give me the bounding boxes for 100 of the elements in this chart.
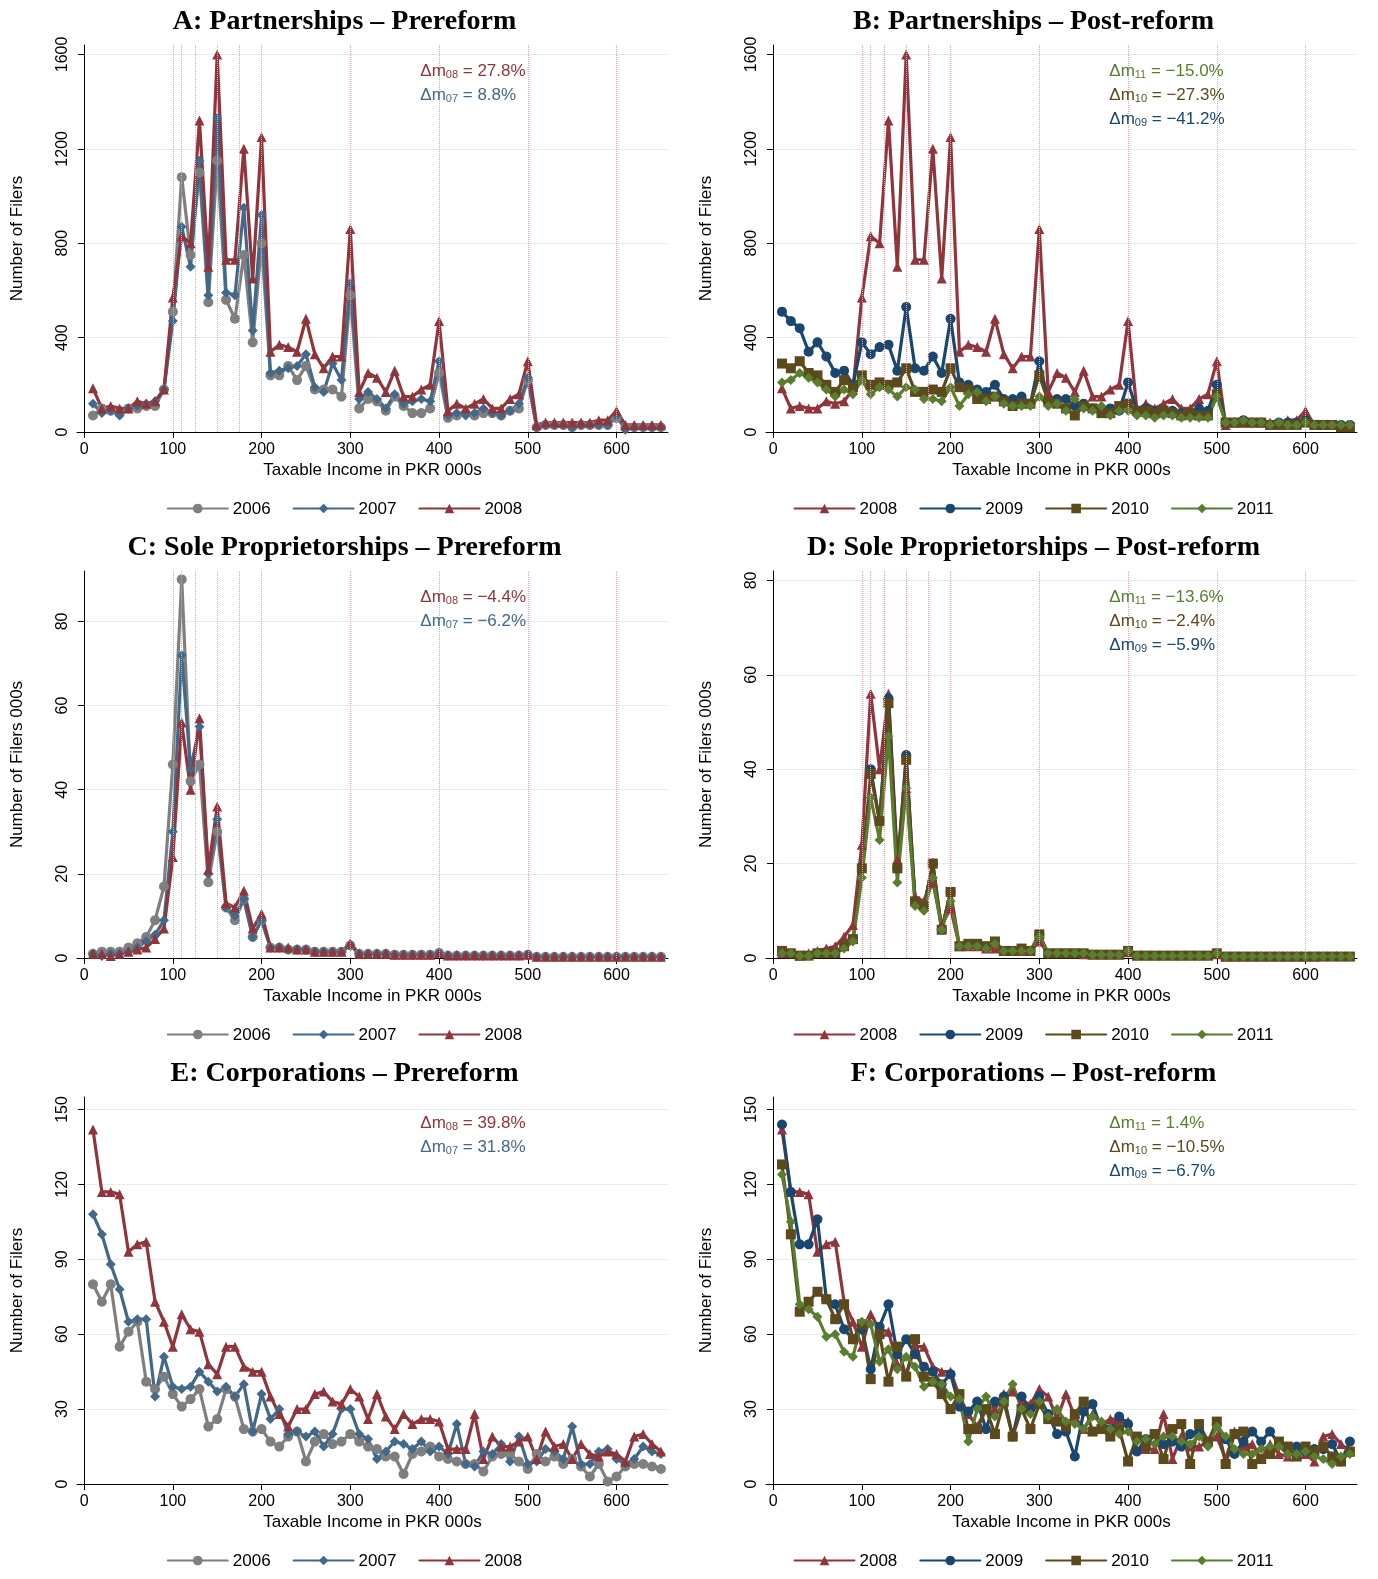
point	[945, 313, 956, 324]
y-tick-label: 1200	[52, 130, 70, 167]
x-tick-label: 400	[1114, 965, 1142, 983]
point	[936, 1366, 947, 1377]
point	[865, 349, 876, 360]
x-tick-label: 400	[425, 1491, 453, 1509]
y-tick-label: 60	[52, 1325, 70, 1344]
legend-label: 2008	[484, 1025, 523, 1044]
point	[856, 337, 867, 348]
chart-title: D: Sole Proprietorships – Post-reform	[806, 529, 1261, 561]
point	[1043, 1391, 1054, 1402]
point	[892, 365, 903, 376]
point	[1052, 368, 1063, 379]
y-tick-label: 60	[741, 1325, 759, 1344]
x-tick-label: 100	[159, 965, 187, 983]
point	[821, 351, 832, 362]
annotation: Δm09 = −5.9%	[1109, 635, 1216, 654]
x-axis-title: Taxable Income in PKR 000s	[263, 986, 482, 1005]
x-tick-label: 0	[768, 1491, 778, 1509]
x-tick-label: 300	[336, 1491, 364, 1509]
point	[945, 132, 956, 143]
y-tick-label: 150	[741, 1096, 759, 1123]
legend-label: 2007	[358, 1551, 397, 1570]
point	[918, 365, 929, 376]
y-axis-title: Number of Filers	[7, 175, 26, 302]
point	[927, 351, 938, 362]
y-tick-label: 1200	[741, 130, 759, 167]
y-tick-label: 30	[741, 1400, 759, 1418]
x-tick-label: 500	[514, 965, 542, 983]
annotation: Δm08 = 27.8%	[420, 61, 526, 80]
chart-title: E: Corporations – Prereform	[170, 1055, 519, 1087]
point	[839, 396, 850, 407]
y-tick-label: 0	[741, 1479, 759, 1489]
y-tick-label: 60	[52, 696, 70, 715]
point	[998, 349, 1009, 360]
y-tick-label: 80	[52, 612, 70, 631]
point	[910, 363, 921, 374]
point	[874, 238, 885, 249]
point	[776, 306, 787, 317]
x-tick-label: 200	[937, 439, 965, 457]
point	[1096, 391, 1107, 402]
x-tick-label: 0	[79, 965, 89, 983]
legend-label: 2009	[985, 499, 1024, 518]
x-tick-label: 0	[79, 439, 89, 457]
y-tick-label: 80	[741, 571, 759, 590]
point	[883, 339, 894, 350]
y-tick-label: 30	[52, 1400, 70, 1418]
legend-label: 2011	[1236, 499, 1274, 518]
legend-label: 2010	[1111, 1551, 1149, 1570]
point	[1060, 372, 1071, 383]
x-tick-label: 500	[1203, 965, 1231, 983]
point	[821, 396, 832, 407]
legend-label: 2006	[232, 1025, 271, 1044]
y-tick-label: 0	[741, 953, 759, 963]
y-tick-label: 60	[741, 665, 759, 684]
point	[1194, 1441, 1205, 1452]
point	[989, 313, 1000, 324]
point	[785, 316, 796, 327]
y-axis-title: Number of Filers	[696, 175, 715, 302]
y-axis-title: Number of Filers 000s	[7, 680, 26, 849]
y-tick-label: 1600	[741, 36, 759, 73]
x-tick-label: 500	[1203, 1491, 1231, 1509]
x-tick-label: 600	[1292, 965, 1319, 983]
x-tick-label: 300	[1025, 1491, 1053, 1509]
point	[812, 403, 823, 414]
x-tick-label: 300	[1025, 439, 1053, 457]
point	[963, 339, 974, 350]
x-tick-label: 300	[336, 965, 364, 983]
x-tick-label: 400	[425, 439, 453, 457]
point	[1007, 363, 1018, 374]
annotation: Δm07 = −6.2%	[420, 611, 527, 630]
point	[927, 143, 938, 154]
point	[901, 301, 912, 312]
legend-label: 2011	[1236, 1025, 1274, 1044]
point	[1016, 351, 1027, 362]
x-axis-title: Taxable Income in PKR 000s	[263, 460, 482, 479]
x-axis-title: Taxable Income in PKR 000s	[263, 1512, 482, 1531]
annotation: Δm08 = 39.8%	[420, 1113, 526, 1132]
legend-label: 2006	[232, 499, 271, 518]
y-tick-label: 90	[52, 1250, 70, 1269]
legend-label: 2009	[985, 1025, 1024, 1044]
annotation: Δm11 = −13.6%	[1109, 587, 1224, 606]
x-tick-label: 100	[848, 965, 876, 983]
x-tick-label: 0	[79, 1491, 89, 1509]
y-tick-label: 0	[52, 1479, 70, 1489]
y-tick-label: 800	[52, 229, 70, 257]
point	[803, 1189, 814, 1200]
point	[803, 403, 814, 414]
point	[1105, 1414, 1116, 1425]
point	[839, 365, 850, 376]
y-tick-label: 40	[52, 780, 70, 799]
legend-label: 2008	[484, 499, 523, 518]
point	[803, 346, 814, 357]
legend-label: 2008	[859, 1025, 898, 1044]
x-tick-label: 600	[1292, 439, 1319, 457]
x-tick-label: 400	[1114, 439, 1142, 457]
y-tick-label: 20	[741, 854, 759, 873]
point	[1318, 1431, 1329, 1442]
y-axis-title: Number of Filers 000s	[696, 680, 715, 849]
x-tick-label: 600	[603, 1491, 630, 1509]
